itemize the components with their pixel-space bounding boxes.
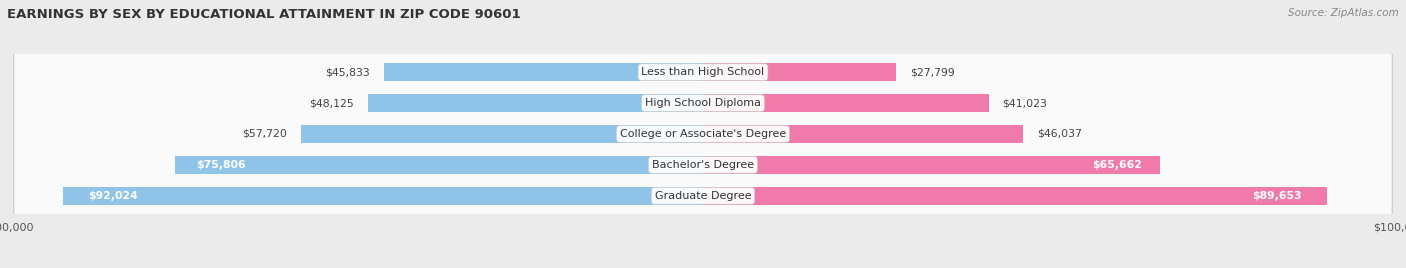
Text: $48,125: $48,125	[309, 98, 354, 108]
Text: $57,720: $57,720	[242, 129, 287, 139]
Text: $45,833: $45,833	[325, 67, 370, 77]
Text: $46,037: $46,037	[1038, 129, 1083, 139]
FancyBboxPatch shape	[14, 0, 1392, 268]
Text: $41,023: $41,023	[1002, 98, 1047, 108]
Text: Bachelor's Degree: Bachelor's Degree	[652, 160, 754, 170]
Bar	[703, 156, 1160, 174]
Text: College or Associate's Degree: College or Associate's Degree	[620, 129, 786, 139]
Bar	[301, 125, 703, 143]
Text: Less than High School: Less than High School	[641, 67, 765, 77]
Text: $65,662: $65,662	[1092, 160, 1142, 170]
Bar	[176, 156, 703, 174]
Text: $75,806: $75,806	[197, 160, 246, 170]
FancyBboxPatch shape	[14, 0, 1392, 268]
FancyBboxPatch shape	[14, 0, 1392, 268]
Bar	[703, 125, 1024, 143]
Bar	[62, 187, 703, 205]
Text: Graduate Degree: Graduate Degree	[655, 191, 751, 201]
Bar	[703, 187, 1327, 205]
Text: High School Diploma: High School Diploma	[645, 98, 761, 108]
FancyBboxPatch shape	[14, 0, 1392, 268]
Text: EARNINGS BY SEX BY EDUCATIONAL ATTAINMENT IN ZIP CODE 90601: EARNINGS BY SEX BY EDUCATIONAL ATTAINMEN…	[7, 8, 520, 21]
Text: $89,653: $89,653	[1253, 191, 1302, 201]
FancyBboxPatch shape	[14, 0, 1392, 268]
Bar	[703, 63, 897, 81]
Bar	[368, 94, 703, 112]
Text: $27,799: $27,799	[911, 67, 955, 77]
Bar	[384, 63, 703, 81]
Text: Source: ZipAtlas.com: Source: ZipAtlas.com	[1288, 8, 1399, 18]
Bar	[703, 94, 988, 112]
Text: $92,024: $92,024	[89, 191, 138, 201]
